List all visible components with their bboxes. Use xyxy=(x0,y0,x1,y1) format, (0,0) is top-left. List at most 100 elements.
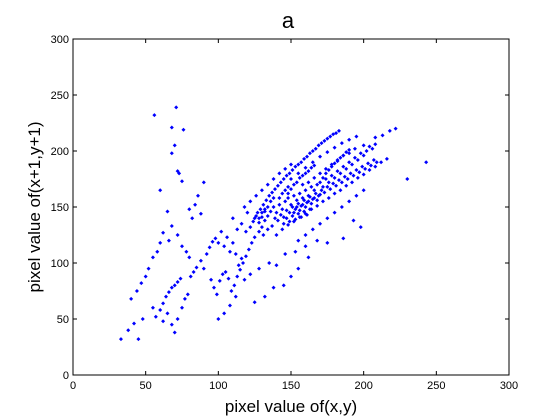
data-point xyxy=(258,207,263,212)
data-point xyxy=(342,174,347,179)
data-point xyxy=(328,187,333,192)
data-point xyxy=(284,216,289,221)
data-point xyxy=(361,153,366,158)
data-point xyxy=(289,162,293,167)
x-axis-label: pixel value of(x,y) xyxy=(225,397,357,416)
data-point xyxy=(286,184,291,189)
data-point xyxy=(271,205,276,209)
data-point xyxy=(320,175,325,180)
data-point xyxy=(384,156,389,161)
data-point xyxy=(307,151,312,156)
x-tick-label: 250 xyxy=(427,380,445,392)
data-point xyxy=(338,171,343,176)
data-point xyxy=(309,165,314,170)
data-point xyxy=(286,191,291,196)
data-point xyxy=(126,328,131,333)
data-point xyxy=(207,245,212,250)
x-tick-label: 0 xyxy=(70,380,76,392)
data-point xyxy=(175,169,180,174)
data-point xyxy=(235,227,240,232)
data-point xyxy=(152,113,157,118)
data-point xyxy=(332,175,337,180)
data-point xyxy=(300,173,305,178)
data-point xyxy=(166,238,171,243)
data-point xyxy=(313,146,318,151)
data-point xyxy=(387,128,392,133)
data-point xyxy=(368,163,373,168)
data-point xyxy=(312,196,317,201)
data-point xyxy=(367,168,372,173)
data-points xyxy=(118,105,429,342)
data-point xyxy=(339,205,344,209)
data-point xyxy=(216,317,221,321)
data-point xyxy=(315,182,320,187)
data-point xyxy=(291,210,296,215)
data-point xyxy=(306,180,311,185)
data-point xyxy=(132,321,137,326)
chart-title: a xyxy=(282,8,295,33)
data-point xyxy=(273,187,278,192)
data-point xyxy=(304,212,309,217)
data-point xyxy=(146,266,151,271)
data-point xyxy=(291,193,296,198)
data-point xyxy=(210,239,215,244)
data-point xyxy=(175,280,180,285)
data-point xyxy=(273,216,278,221)
data-point xyxy=(257,229,262,234)
data-point xyxy=(187,207,192,212)
y-tick-label: 0 xyxy=(63,370,69,382)
y-tick-label: 200 xyxy=(51,146,69,158)
data-point xyxy=(245,210,250,215)
data-point xyxy=(187,255,192,260)
data-point xyxy=(336,178,341,183)
data-point xyxy=(254,193,259,198)
data-point xyxy=(262,207,267,212)
data-point xyxy=(370,146,375,151)
x-tick-label: 300 xyxy=(500,380,518,392)
y-tick-label: 300 xyxy=(51,34,69,46)
data-point xyxy=(283,199,288,204)
data-point xyxy=(281,177,286,181)
data-point xyxy=(291,182,296,187)
data-point xyxy=(150,255,155,260)
data-point xyxy=(405,177,410,181)
data-point xyxy=(360,164,365,169)
data-point xyxy=(299,160,304,165)
data-point xyxy=(336,128,341,133)
data-point xyxy=(172,283,177,288)
data-point xyxy=(322,138,327,143)
data-point xyxy=(338,155,343,160)
data-point xyxy=(265,213,270,218)
data-point xyxy=(277,202,282,207)
data-point xyxy=(134,289,139,293)
data-point xyxy=(331,132,336,137)
data-point xyxy=(344,183,349,188)
data-point xyxy=(350,162,355,167)
data-point xyxy=(331,181,336,186)
data-point xyxy=(325,136,330,141)
data-point xyxy=(304,154,309,159)
data-point xyxy=(294,198,299,203)
data-point xyxy=(309,201,314,206)
data-point xyxy=(341,236,346,241)
data-point xyxy=(274,210,279,215)
data-point xyxy=(270,190,275,195)
data-point xyxy=(161,319,166,324)
data-point xyxy=(302,198,307,203)
data-point xyxy=(259,188,264,193)
data-point xyxy=(220,272,225,277)
data-point xyxy=(190,216,195,221)
data-point xyxy=(347,151,352,156)
data-point xyxy=(181,127,186,132)
data-point xyxy=(296,211,301,216)
data-point xyxy=(293,217,298,222)
data-point xyxy=(361,188,366,193)
data-point xyxy=(325,240,330,245)
y-tick-label: 50 xyxy=(57,314,69,326)
data-point xyxy=(172,330,177,335)
data-point xyxy=(352,155,357,160)
data-point xyxy=(238,267,243,272)
data-point xyxy=(252,300,257,305)
data-point xyxy=(338,188,343,193)
data-point xyxy=(180,244,184,249)
